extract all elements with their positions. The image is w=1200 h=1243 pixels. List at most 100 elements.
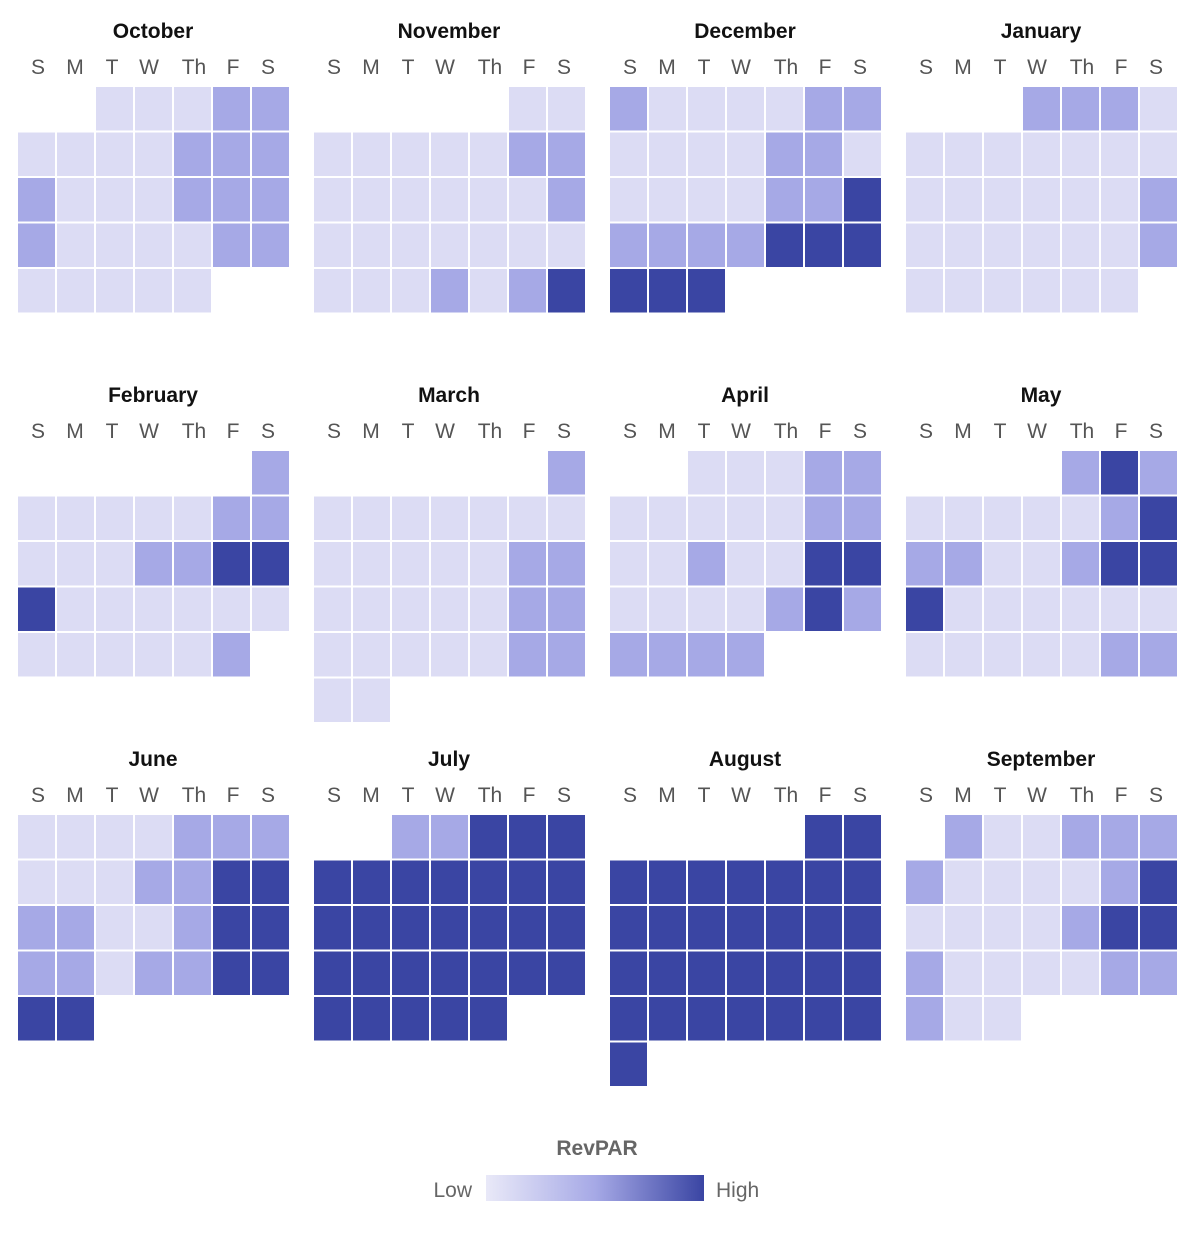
day-cell: February 4 — [94, 494, 135, 542]
day-cell: August 2 — [842, 813, 883, 861]
day-cell: January 9 — [1060, 130, 1101, 178]
day-cell: April 19 — [842, 540, 883, 588]
day-cell: November 23 — [546, 221, 587, 269]
day-cell: May 10 — [1138, 494, 1179, 542]
day-cell: October 31 — [172, 267, 213, 315]
day-cell: September 11 — [1060, 858, 1101, 906]
day-cell: July 19 — [546, 904, 587, 952]
day-cell: December 30 — [647, 267, 688, 315]
day-cell: January 18 — [1138, 176, 1179, 224]
day-cell: November 29 — [507, 267, 548, 315]
day-cell: March 22 — [546, 585, 587, 633]
day-cell: June 3 — [94, 813, 135, 861]
day-cell: July 8 — [390, 858, 431, 906]
weekday-label: Th — [1070, 784, 1095, 807]
day-cell: August 16 — [842, 904, 883, 952]
day-cell: November 22 — [507, 221, 548, 269]
weekday-label: Th — [478, 56, 503, 79]
day-cell: February 17 — [55, 585, 96, 633]
weekday-label: T — [698, 420, 711, 443]
weekday-label: W — [1027, 56, 1047, 79]
day-cell: April 1 — [686, 449, 727, 497]
day-cell: September 10 — [1021, 858, 1062, 906]
day-cell: December 4 — [725, 85, 766, 133]
weekday-label: S — [261, 784, 275, 807]
day-cell: September 28 — [904, 995, 945, 1043]
day-cell: September 19 — [1099, 904, 1140, 952]
weekday-label: M — [362, 420, 380, 443]
weekday-label: F — [1115, 784, 1128, 807]
weekday-label: S — [31, 56, 45, 79]
day-cell: April 10 — [764, 494, 805, 542]
day-cell: March 24 — [351, 631, 392, 679]
month-title: March — [418, 384, 480, 407]
day-cell: March 19 — [429, 585, 470, 633]
day-cell: August 29 — [803, 995, 844, 1043]
day-cell: September 1 — [943, 813, 984, 861]
day-cell: November 19 — [390, 221, 431, 269]
day-cell: August 15 — [803, 904, 844, 952]
day-cell: September 25 — [1060, 949, 1101, 997]
day-cell: July 24 — [468, 949, 509, 997]
day-cell: November 7 — [468, 130, 509, 178]
weekday-label: W — [1027, 420, 1047, 443]
weekday-label: M — [954, 420, 972, 443]
day-cell: November 30 — [546, 267, 587, 315]
weekday-label: T — [994, 56, 1007, 79]
weekday-label: F — [819, 56, 832, 79]
day-cell: March 17 — [351, 585, 392, 633]
weekday-label: F — [227, 420, 240, 443]
month-title: September — [987, 748, 1096, 771]
day-cell: November 8 — [507, 130, 548, 178]
day-cell: November 11 — [351, 176, 392, 224]
day-cell: April 2 — [725, 449, 766, 497]
day-cell: March 11 — [390, 540, 431, 588]
day-cell: December 11 — [725, 130, 766, 178]
weekday-label: T — [402, 56, 415, 79]
day-cell: January 1 — [1021, 85, 1062, 133]
day-cell: December 17 — [686, 176, 727, 224]
weekday-label: T — [698, 56, 711, 79]
day-cell: June 28 — [250, 949, 291, 997]
weekday-label: T — [106, 56, 119, 79]
day-cell: June 12 — [172, 858, 213, 906]
day-cell: October 3 — [172, 85, 213, 133]
day-cell: January 14 — [982, 176, 1023, 224]
day-cell: December 9 — [647, 130, 688, 178]
day-cell: May 18 — [904, 585, 945, 633]
day-cell: September 20 — [1138, 904, 1179, 952]
day-cell: April 25 — [803, 585, 844, 633]
day-cell: July 25 — [507, 949, 548, 997]
day-cell: July 1 — [390, 813, 431, 861]
legend: RevPAR Low High — [433, 1137, 759, 1202]
day-cell: November 27 — [429, 267, 470, 315]
legend-low-label: Low — [433, 1179, 472, 1202]
day-cell: August 12 — [686, 904, 727, 952]
day-cell: November 18 — [351, 221, 392, 269]
weekday-label: Th — [182, 56, 207, 79]
weekday-label: S — [327, 784, 341, 807]
weekday-label: T — [402, 420, 415, 443]
day-cell: December 8 — [608, 130, 649, 178]
weekday-label: W — [435, 420, 455, 443]
day-cell: August 7 — [764, 858, 805, 906]
weekday-label: T — [994, 420, 1007, 443]
day-cell: June 11 — [133, 858, 174, 906]
day-cell: May 19 — [943, 585, 984, 633]
day-cell: December 31 — [686, 267, 727, 315]
day-cell: September 21 — [904, 949, 945, 997]
day-cell: May 9 — [1099, 494, 1140, 542]
day-cell: May 2 — [1099, 449, 1140, 497]
day-cell: August 13 — [725, 904, 766, 952]
day-cell: December 10 — [686, 130, 727, 178]
day-cell: March 6 — [468, 494, 509, 542]
day-cell: January 16 — [1060, 176, 1101, 224]
day-cell: October 30 — [133, 267, 174, 315]
day-cell: November 20 — [429, 221, 470, 269]
day-cell: September 14 — [904, 904, 945, 952]
day-cell: April 23 — [725, 585, 766, 633]
day-cell: March 25 — [390, 631, 431, 679]
day-cell: January 2 — [1060, 85, 1101, 133]
